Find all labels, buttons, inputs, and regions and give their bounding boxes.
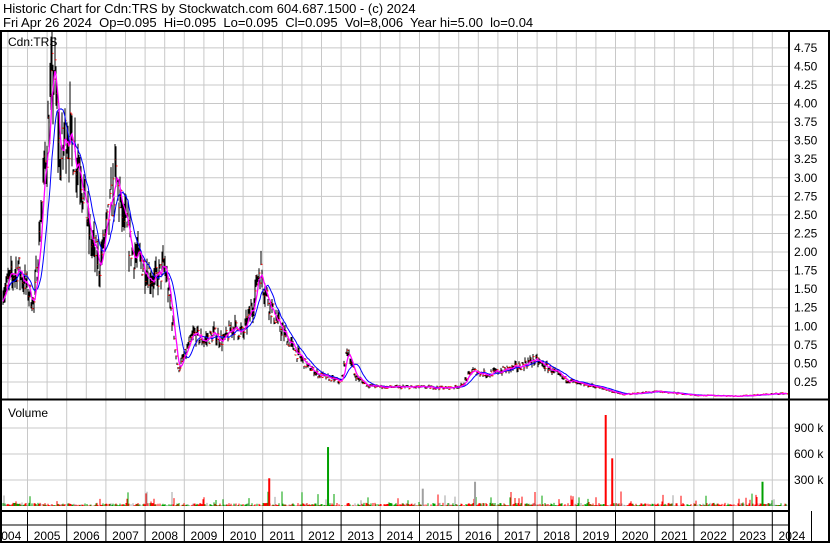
year-label: 2023 (739, 529, 766, 543)
year-label: 2022 (700, 529, 727, 543)
price-tick-label: 2.25 (794, 226, 818, 240)
year-label: 2020 (622, 529, 649, 543)
year-label: 2009 (191, 529, 218, 543)
year-label: 2012 (308, 529, 335, 543)
date-axis: 2004 2005 2006 2007 2008 2009 2010 2011 2012 2013… (0, 511, 812, 543)
price-tick-label: 3.50 (794, 134, 818, 148)
price-tick-label: 0.50 (794, 356, 818, 370)
year-label: 2006 (73, 529, 100, 543)
fast-moving-average (2, 70, 788, 397)
year-label: 2017 (504, 529, 531, 543)
volume-bars (2, 415, 788, 506)
price-tick-label: 4.00 (794, 97, 818, 111)
year-label: 2016 (465, 529, 492, 543)
year-label: 2014 (387, 529, 414, 543)
volume-spike (327, 447, 330, 506)
year-label: 2007 (112, 529, 139, 543)
volume-spike (761, 481, 764, 506)
year-label: 2019 (583, 529, 610, 543)
price-tick-label: 1.75 (794, 264, 818, 278)
volume-spike (421, 488, 424, 506)
year-label: 2013 (347, 529, 374, 543)
price-bars (2, 31, 789, 397)
volume-axis: 300 k 600 k 900 k (794, 421, 824, 487)
price-tick-label: 0.25 (794, 375, 818, 389)
outer-border (0, 30, 830, 543)
year-label: 2008 (151, 529, 178, 543)
year-label: 2004 (0, 529, 22, 543)
volume-tick-label: 900 k (794, 421, 824, 435)
volume-tick-label: 600 k (794, 447, 824, 461)
price-axis: 0.25 0.50 0.75 1.00 1.25 1.50 1.75 2.00 2.25 2.50… (794, 41, 818, 389)
price-tick-label: 3.75 (794, 115, 818, 129)
price-tick-label: 4.75 (794, 41, 818, 55)
chart-frame (0, 30, 830, 543)
price-tick-label: 0.75 (794, 338, 818, 352)
volume-spike (604, 415, 607, 506)
year-label: 2021 (661, 529, 688, 543)
volume-spike (611, 458, 614, 506)
price-tick-label: 2.00 (794, 245, 818, 259)
year-label: 2024 (779, 529, 806, 543)
chart-title: Historic Chart for Cdn:TRS by Stockwatch… (3, 1, 416, 16)
price-tick-label: 2.50 (794, 208, 818, 222)
price-tick-label: 3.00 (794, 171, 818, 185)
price-tick-label: 1.25 (794, 301, 818, 315)
volume-spike (474, 481, 477, 506)
price-tick-label: 4.50 (794, 59, 818, 73)
symbol-label: Cdn:TRS (8, 35, 57, 49)
volume-tick-label: 300 k (794, 473, 824, 487)
quote-summary: Fri Apr 26 2024 Op=0.095 Hi=0.095 Lo=0.0… (3, 15, 534, 30)
year-label: 2011 (269, 529, 295, 543)
price-tick-label: 4.25 (794, 78, 818, 92)
price-tick-label: 3.25 (794, 152, 818, 166)
price-tick-label: 1.50 (794, 282, 818, 296)
price-tick-label: 1.00 (794, 319, 818, 333)
year-label: 2010 (230, 529, 257, 543)
year-label: 2015 (426, 529, 453, 543)
grid (2, 31, 789, 510)
price-tick-label: 2.75 (794, 189, 818, 203)
volume-spike (268, 478, 271, 506)
year-label: 2018 (543, 529, 570, 543)
volume-label: Volume (8, 406, 48, 420)
year-label: 2005 (34, 529, 61, 543)
